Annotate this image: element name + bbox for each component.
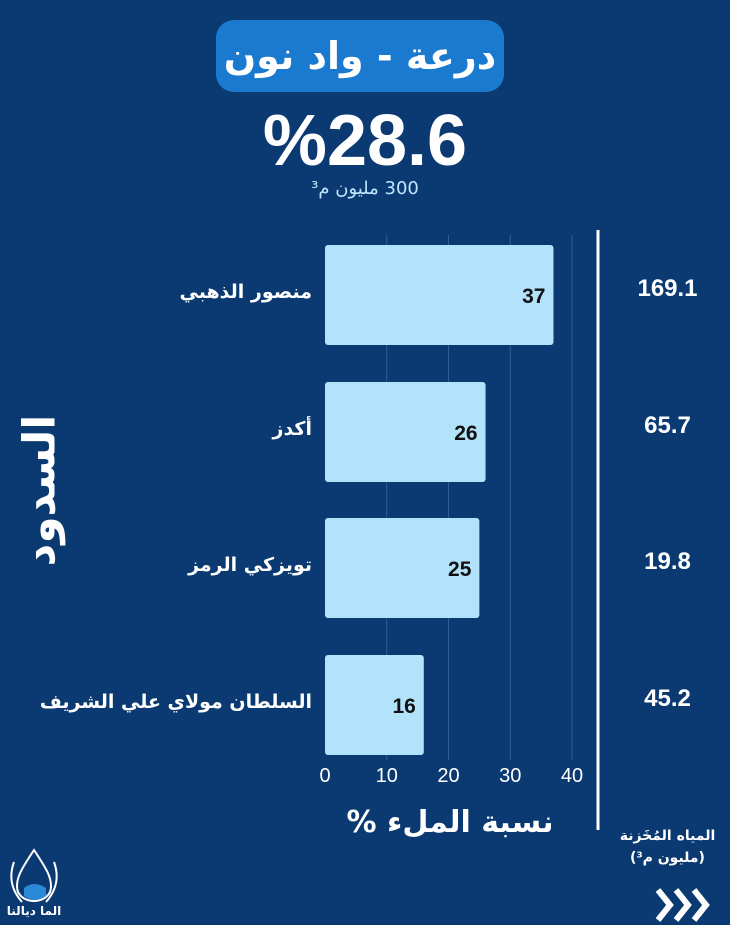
brand-name: الما ديالنا (6, 904, 62, 918)
x-tick-label: 40 (561, 765, 583, 787)
region-title: درعة - واد نون (216, 20, 504, 92)
capacity: 300 مليون م³ (311, 178, 419, 199)
bar (325, 382, 486, 482)
stored-water-unit: (مليون م³) (630, 850, 705, 866)
dam-name: تويزكي الرمز (188, 554, 312, 576)
dam-name: منصور الذهبي (179, 281, 312, 303)
stored-water-title-text: المياه المُخَزنة (619, 828, 716, 844)
stored-water-title: المياه المُخَزنة (مليون م³) (605, 825, 730, 869)
stored-water-value: 19.8 (644, 548, 691, 575)
stored-water-value: 169.1 (637, 275, 698, 302)
x-tick-label: 0 (319, 765, 330, 787)
bar (325, 655, 424, 755)
stored-water-value: 45.2 (644, 685, 691, 712)
bar-value-label: 37 (522, 285, 545, 308)
bar-value-label: 16 (392, 695, 415, 718)
bar (325, 245, 554, 345)
dam-name: أكدز (272, 418, 312, 440)
bar-value-label: 25 (448, 558, 472, 581)
x-tick-label: 30 (499, 765, 521, 787)
stored-water-value: 65.7 (644, 412, 691, 439)
x-tick-label: 10 (376, 765, 398, 787)
bar-value-label: 26 (454, 422, 477, 445)
x-axis-title: نسبة الملء % (346, 805, 554, 840)
bar (325, 518, 480, 618)
x-tick-label: 20 (437, 765, 459, 787)
fill-rate: %28.6 (262, 101, 468, 181)
dam-name: السلطان مولاي علي الشريف (39, 691, 312, 713)
